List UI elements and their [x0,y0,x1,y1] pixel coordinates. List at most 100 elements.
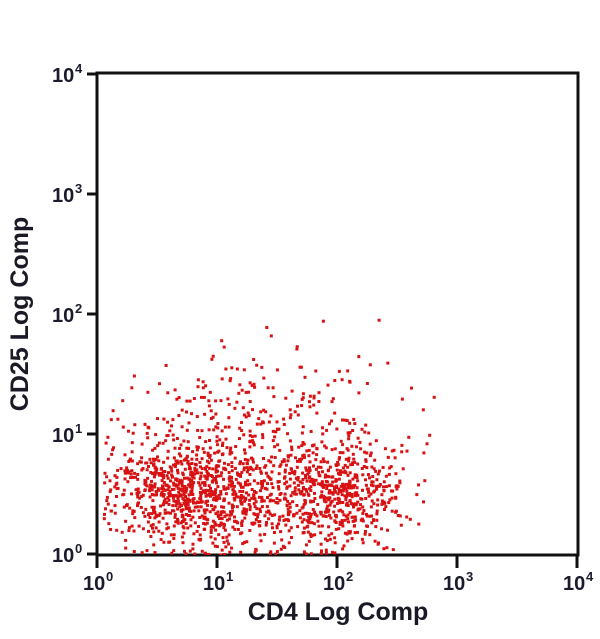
data-point [323,483,327,487]
data-point [283,482,287,486]
data-point [248,445,252,449]
data-point [241,462,245,466]
data-point [148,489,151,493]
data-point [302,526,306,530]
data-point [290,389,294,393]
y-tick-label-4-base: 10 [52,65,74,87]
data-point [141,527,145,531]
data-point [170,473,174,477]
data-point [236,481,240,485]
data-point [238,383,242,387]
data-point [181,514,185,518]
data-point [193,521,197,525]
data-point [316,482,320,486]
data-point [217,524,221,528]
data-point [176,496,180,500]
data-point [353,515,357,519]
data-point [373,489,377,493]
data-point [355,486,359,490]
data-point [301,486,305,489]
data-point [254,491,258,495]
data-point [353,475,357,479]
data-point [288,408,292,412]
data-point [365,451,369,455]
data-point [373,458,377,462]
data-point [362,465,366,468]
data-point [267,420,271,424]
data-point [387,501,391,505]
data-point [115,475,119,479]
data-point [152,457,155,461]
data-point [223,553,226,555]
data-point [146,436,150,440]
data-point [155,493,158,497]
data-point [201,380,205,384]
data-point [153,482,157,486]
data-point [342,513,346,517]
data-point [313,510,317,514]
data-point [337,489,341,493]
data-point [216,426,220,430]
data-point [273,513,277,517]
data-point [375,518,379,522]
data-point [328,422,331,426]
data-point [345,489,349,493]
data-point [180,535,184,539]
data-point [330,491,334,495]
data-point [207,399,211,403]
data-point [228,513,232,517]
data-point [185,487,188,491]
data-point [340,378,344,382]
data-point [225,486,229,490]
data-point [260,446,264,450]
data-point [203,511,207,515]
data-point [213,522,217,526]
data-point [185,399,189,403]
data-point [179,443,183,447]
data-point [192,497,196,500]
data-point [319,510,323,514]
data-point [238,437,241,441]
data-point [179,459,183,463]
data-point [265,505,269,509]
data-point [359,447,363,451]
data-point [320,494,324,497]
data-point [347,530,351,534]
data-point [161,494,165,498]
data-point [197,481,201,485]
data-point [186,526,190,530]
data-point [371,475,375,478]
data-point [339,470,343,474]
data-point [327,468,330,472]
data-point [245,462,249,466]
data-point [278,515,282,519]
data-point [305,519,309,523]
data-point [326,504,330,508]
data-point [238,462,242,466]
data-point [253,385,257,389]
data-point [111,409,115,413]
data-point [304,552,308,555]
data-point [396,514,400,517]
data-point [337,509,341,513]
data-point [215,545,219,549]
data-point [333,489,337,493]
data-point [272,541,276,545]
data-point [220,548,224,552]
data-point [370,465,374,469]
data-point [285,503,289,507]
data-point [204,491,208,495]
data-point [304,466,308,470]
data-point [153,473,157,476]
data-point [307,476,311,480]
data-point [268,493,272,497]
data-point [302,442,306,446]
data-point [228,550,232,554]
data-point [333,487,336,491]
data-point [357,355,361,359]
data-point [185,446,189,450]
data-point [149,524,153,528]
data-point [250,383,254,387]
data-point [205,470,209,473]
data-point [274,552,278,555]
